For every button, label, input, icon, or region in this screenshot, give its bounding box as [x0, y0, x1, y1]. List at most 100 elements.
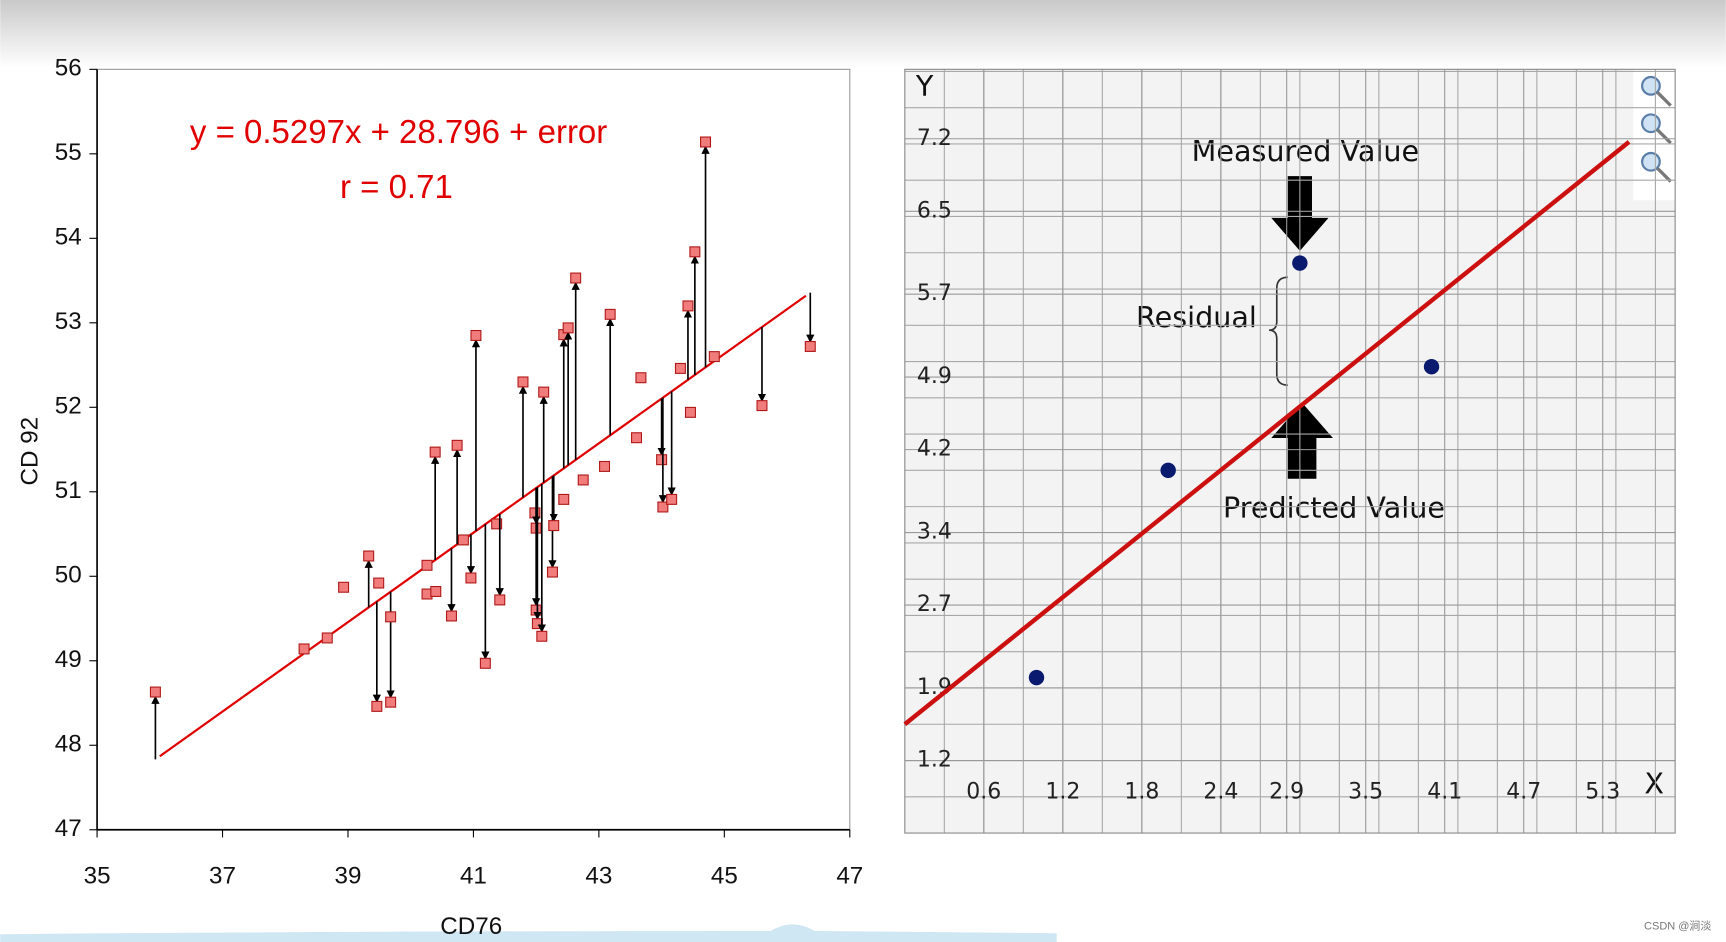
- x-tick-label: 4.7: [1506, 779, 1541, 804]
- x-tick-label: 41: [460, 862, 487, 889]
- annotation: Predicted Value: [1223, 491, 1445, 525]
- point: [666, 493, 678, 505]
- y-tick-label: 6.5: [917, 198, 952, 223]
- point: [546, 566, 558, 578]
- point: [445, 610, 457, 622]
- y-tick-label: 55: [55, 139, 82, 166]
- point: [491, 518, 503, 530]
- y-tick-label: 2.7: [917, 592, 952, 617]
- x-tick-label: 1.2: [1045, 779, 1080, 804]
- y-tick-label: 48: [55, 731, 82, 758]
- point: [451, 439, 463, 451]
- y-axis-label: CD 92: [16, 417, 43, 486]
- point: [373, 577, 385, 589]
- x-tick-label: 5.3: [1585, 779, 1620, 804]
- point: [470, 329, 482, 341]
- point: [570, 272, 582, 284]
- point: [479, 657, 491, 669]
- point: [1028, 669, 1045, 686]
- point: [631, 432, 643, 444]
- y-tick-label: 49: [55, 646, 82, 673]
- x-tick-label: 37: [209, 862, 236, 889]
- plot-frame: [904, 68, 1676, 834]
- point: [558, 493, 570, 505]
- y-tick-label: 4.9: [917, 364, 952, 389]
- point: [674, 362, 686, 374]
- point: [363, 550, 375, 562]
- point: [385, 696, 397, 708]
- y-tick-label: 3.4: [917, 520, 952, 545]
- annotation: Measured Value: [1192, 134, 1419, 168]
- point: [529, 507, 541, 519]
- plot-frame: [96, 68, 851, 831]
- point: [635, 372, 647, 384]
- y-tick-label: 7.2: [917, 126, 952, 151]
- point: [1160, 462, 1176, 479]
- point: [371, 700, 383, 712]
- x-tick-label: 45: [711, 862, 738, 889]
- point: [298, 643, 310, 655]
- zoom-out[interactable]: [1641, 113, 1661, 134]
- x-tick-label: 1.8: [1124, 779, 1159, 804]
- residual-brace: [1269, 276, 1288, 386]
- point: [321, 632, 333, 644]
- point: [684, 406, 696, 418]
- x-tick-label: 4.1: [1427, 779, 1462, 804]
- x-tick-label: 47: [836, 862, 863, 889]
- point: [548, 520, 560, 532]
- handle: [1656, 128, 1672, 145]
- x-tick-label: 2.9: [1269, 779, 1304, 804]
- point: [756, 400, 768, 412]
- x-tick-label: 2.4: [1203, 779, 1238, 804]
- y-tick-label: 52: [55, 393, 82, 420]
- point: [517, 376, 529, 388]
- point: [656, 454, 668, 466]
- x-tick-label: 39: [335, 862, 362, 889]
- point: [708, 351, 720, 363]
- y-tick-label: 50: [55, 562, 82, 589]
- handle: [1656, 167, 1672, 183]
- regression-line: [159, 294, 807, 758]
- point: [689, 246, 701, 258]
- point: [682, 300, 694, 312]
- point: [530, 604, 542, 616]
- zoom-in[interactable]: [1641, 75, 1661, 96]
- wave: [0, 924, 1057, 942]
- point: [149, 686, 161, 698]
- point: [538, 386, 550, 398]
- x-tick-label: 43: [585, 862, 612, 889]
- handle: [1656, 91, 1672, 107]
- y-tick-label: 51: [55, 477, 82, 504]
- watermark: CSDN @涧淡: [1644, 919, 1711, 932]
- point: [804, 340, 816, 352]
- point: [1292, 255, 1308, 271]
- point: [421, 559, 433, 571]
- y-tick-label: 1.2: [917, 748, 952, 773]
- y-tick-label: 53: [55, 308, 82, 335]
- point: [700, 136, 712, 148]
- point: [1423, 359, 1440, 375]
- x-tick-label: 3.5: [1348, 779, 1383, 804]
- regression-line: [903, 140, 1631, 726]
- point: [657, 501, 669, 513]
- r-value: r = 0.71: [340, 168, 453, 205]
- y-tick-label: 47: [55, 815, 82, 842]
- x-axis-label: X: [1644, 767, 1664, 801]
- point: [604, 308, 616, 320]
- y-tick-label: 1.9: [917, 675, 952, 700]
- point: [531, 618, 543, 630]
- point: [577, 474, 589, 486]
- x-axis-label: CD76: [440, 913, 502, 940]
- point: [338, 581, 350, 593]
- y-tick-label: 56: [55, 55, 82, 82]
- annotation: Residual: [1136, 300, 1257, 334]
- y-tick-label: 4.2: [917, 437, 952, 462]
- zoom-reset[interactable]: [1641, 151, 1661, 172]
- point: [599, 460, 611, 472]
- equation: y = 0.5297x + 28.796 + error: [190, 113, 607, 150]
- x-tick-label: 35: [84, 862, 111, 889]
- y-tick-label: 5.7: [917, 281, 952, 306]
- point: [536, 630, 548, 642]
